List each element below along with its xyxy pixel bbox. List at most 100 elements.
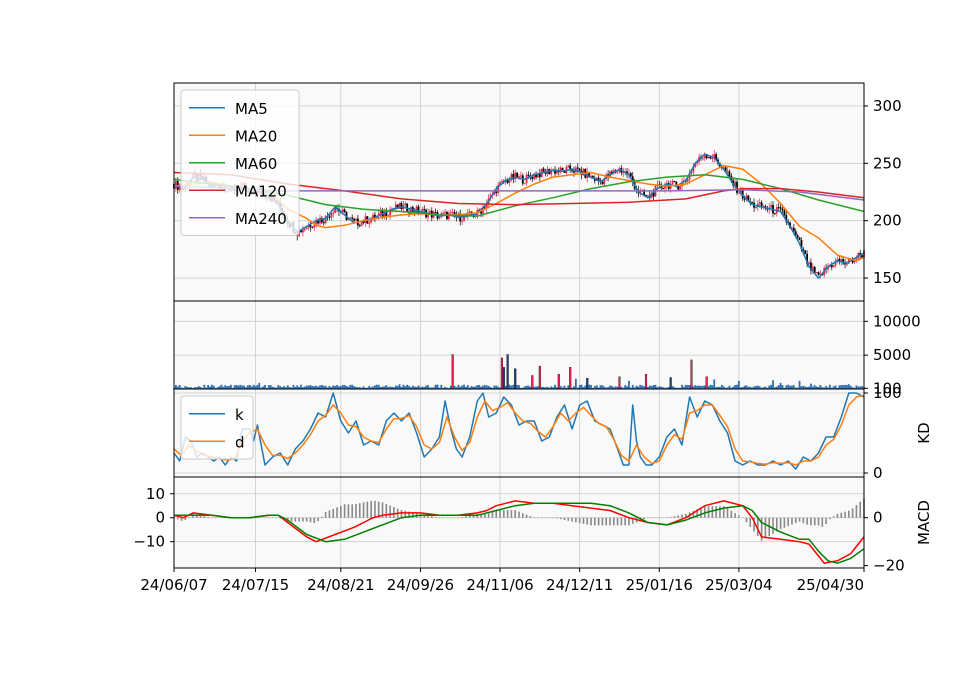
candle-body (792, 227, 795, 232)
macd-histogram-bar (571, 517, 573, 522)
macd-histogram-bar (616, 517, 619, 526)
volume-bar (538, 365, 541, 390)
x-tick-label: 24/09/26 (387, 576, 454, 594)
candle-body (622, 172, 625, 174)
volume-bar (305, 385, 308, 389)
candle-body (743, 198, 746, 200)
candle-body (671, 180, 674, 184)
macd-histogram-bar (817, 517, 820, 526)
macd-histogram-bar (465, 516, 467, 518)
macd-histogram-bar (855, 505, 858, 518)
macd-histogram-bar (521, 513, 524, 518)
candle-body (842, 259, 845, 264)
volume-bar (762, 387, 765, 389)
volume-bar (683, 386, 685, 389)
volume-bar (184, 386, 187, 389)
candle-body (567, 165, 570, 167)
volume-bar (315, 385, 318, 389)
volume-bar (193, 387, 196, 389)
macd-histogram-bar (575, 517, 577, 523)
volume-bar (398, 384, 401, 389)
volume-bar (593, 386, 596, 389)
volume-bar (588, 384, 591, 389)
volume-bar (844, 384, 846, 389)
volume-bar (796, 387, 799, 389)
volume-bar (374, 385, 376, 389)
volume-bar (516, 384, 519, 389)
candle-body (343, 209, 346, 213)
volume-bar (288, 387, 291, 389)
candle-body (355, 218, 357, 221)
volume-bar (400, 386, 403, 389)
volume-bar (791, 385, 793, 389)
macd-histogram-bar (332, 508, 335, 518)
volume-bar (853, 387, 856, 389)
volume-bar (258, 382, 261, 389)
volume-bar (254, 386, 257, 389)
kd-line-d (173, 394, 865, 466)
macd-histogram-bar (624, 517, 626, 526)
volume-bar (506, 354, 509, 390)
candle-body (447, 212, 450, 220)
volume-bar (709, 384, 712, 389)
macd-histogram-bar (525, 514, 528, 518)
candle-body (690, 172, 693, 174)
candle-body (322, 222, 325, 224)
candle-body (330, 213, 333, 218)
macd-histogram-bar (176, 517, 179, 520)
kd-line-k (173, 392, 865, 470)
volume-bar (211, 384, 213, 389)
volume-bar (557, 373, 560, 390)
candle-body (341, 209, 344, 213)
macd-histogram-bar (389, 505, 391, 518)
macd-histogram-bar (791, 517, 793, 525)
macd-right-tick-label: −20 (873, 557, 905, 575)
candle-body (394, 204, 397, 210)
macd-histogram-bar (355, 503, 357, 518)
volume-bar (427, 385, 429, 389)
macd-left-tick-label: 10 (146, 485, 165, 503)
candle-body (741, 189, 744, 199)
macd-histogram-bar (821, 517, 824, 527)
macd-histogram-bar (730, 510, 733, 518)
candle-body (421, 209, 424, 213)
volume-bar (303, 386, 306, 389)
volume-bar (404, 386, 407, 389)
macd-histogram-bar (468, 515, 471, 518)
candle-body (777, 207, 780, 209)
volume-bar (197, 386, 200, 389)
candle-body (527, 174, 530, 176)
volume-bar (392, 387, 395, 389)
candle-body (415, 206, 418, 213)
line-ma120 (173, 171, 865, 206)
macd-histogram-bar (309, 517, 312, 523)
candle-body (389, 210, 391, 216)
vol-right-tick-label: 5000 (873, 346, 911, 364)
kd-right-tick-label: 0 (873, 464, 883, 482)
volume-bar (381, 386, 384, 389)
volume-bar (360, 387, 363, 389)
volume-bar (717, 386, 719, 389)
macd-histogram-bar (643, 517, 645, 520)
candle-body (802, 249, 805, 251)
macd-histogram-bar (696, 509, 698, 518)
volume-bar (256, 384, 259, 389)
volume-bar (317, 386, 319, 389)
volume-bar (432, 387, 435, 389)
volume-bar (789, 385, 791, 389)
volume-bar (463, 384, 465, 389)
macd-histogram-bar (559, 517, 562, 520)
volume-bar (199, 386, 202, 389)
volume-bar (696, 385, 699, 389)
volume-bar (861, 386, 864, 389)
volume-bar (584, 385, 587, 389)
volume-bar (847, 384, 850, 389)
macd-histogram-bar (700, 507, 702, 518)
macd-histogram-bar (685, 513, 687, 518)
volume-bar (472, 386, 475, 389)
volume-bar (722, 386, 725, 389)
candle-body (736, 181, 738, 193)
macd-histogram-bar (594, 517, 596, 526)
volume-bar (656, 387, 659, 389)
candle-body (324, 216, 327, 224)
